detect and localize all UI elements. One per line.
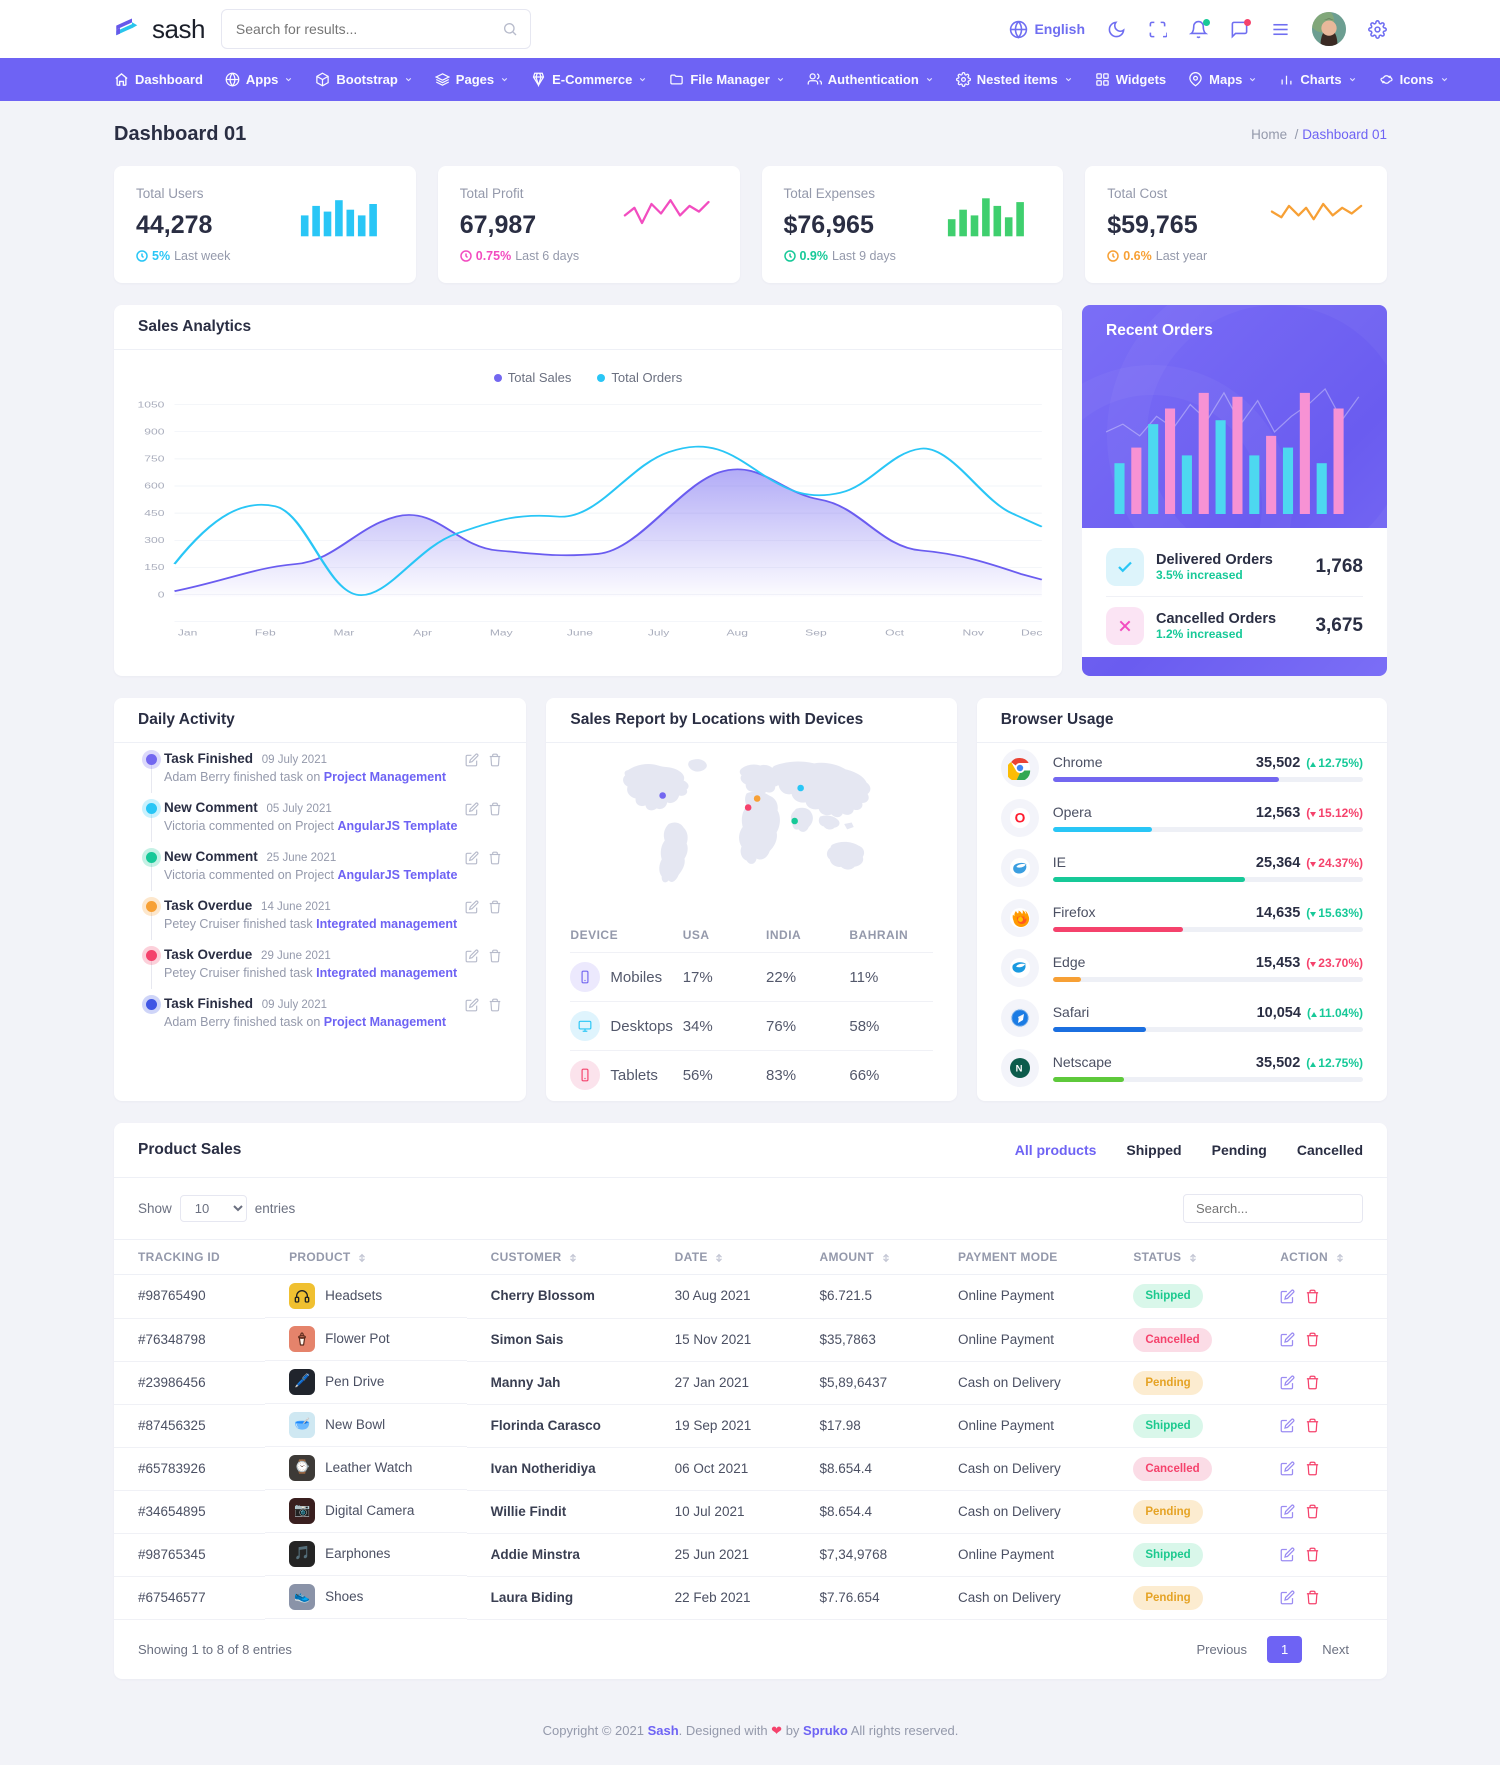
svg-text:750: 750 [144, 455, 164, 464]
svg-text:Oct: Oct [885, 629, 904, 638]
svg-text:900: 900 [144, 428, 164, 437]
svg-text:N: N [1015, 1064, 1022, 1075]
svg-text:July: July [648, 629, 670, 638]
svg-text:Aug: Aug [727, 629, 749, 638]
svg-text:May: May [490, 629, 514, 638]
svg-text:June: June [567, 629, 594, 638]
svg-text:150: 150 [144, 564, 164, 573]
svg-text:Feb: Feb [255, 629, 276, 638]
svg-text:O: O [1014, 811, 1025, 826]
svg-text:Nov: Nov [963, 629, 985, 638]
svg-text:0: 0 [158, 591, 165, 600]
svg-text:Sep: Sep [805, 629, 827, 638]
svg-text:1050: 1050 [138, 401, 165, 410]
svg-text:450: 450 [144, 510, 164, 519]
svg-text:Dec: Dec [1021, 629, 1042, 638]
svg-text:300: 300 [144, 537, 164, 546]
svg-text:Mar: Mar [334, 629, 355, 638]
svg-text:600: 600 [144, 482, 164, 491]
svg-text:Jan: Jan [178, 629, 198, 638]
svg-text:Apr: Apr [413, 629, 432, 638]
